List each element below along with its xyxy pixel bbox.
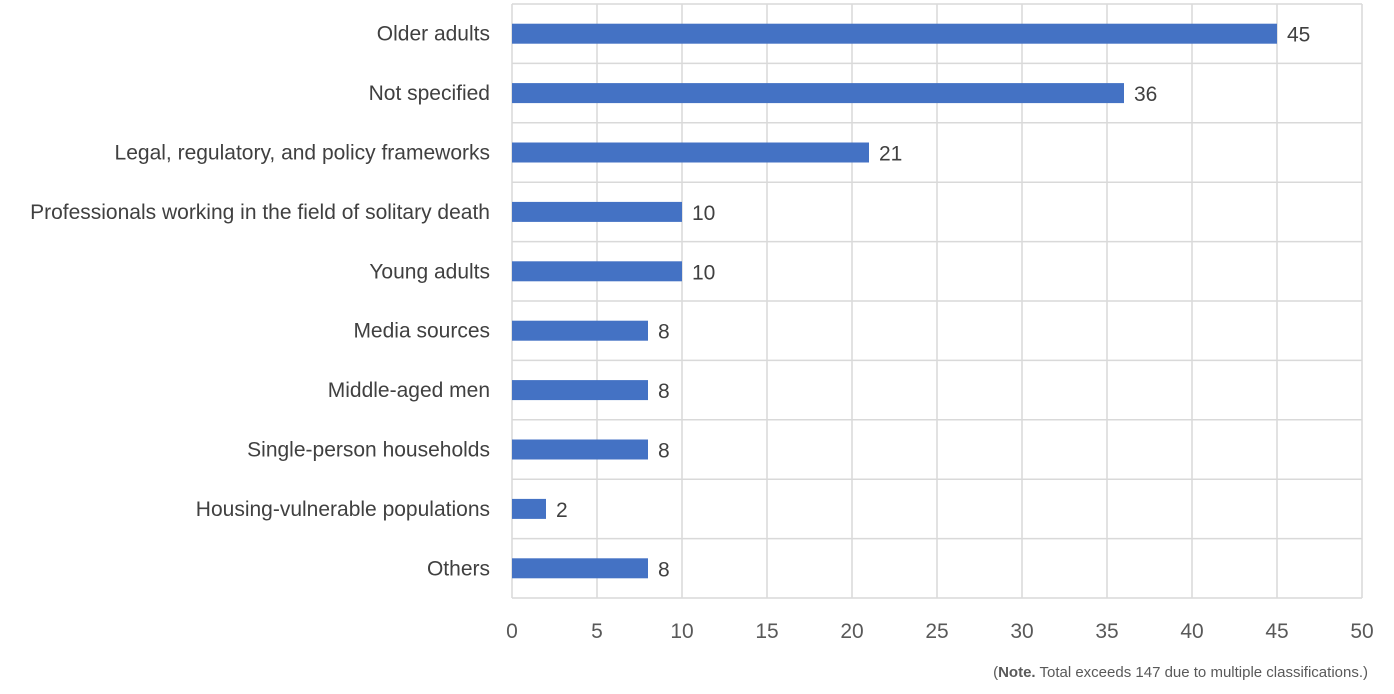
- category-label: Middle-aged men: [328, 379, 490, 402]
- value-label: 2: [556, 499, 568, 522]
- category-label: Older adults: [377, 23, 490, 46]
- category-label: Legal, regulatory, and policy frameworks: [115, 142, 490, 165]
- bar: [512, 439, 648, 460]
- value-label: 21: [879, 143, 902, 166]
- bar: [512, 558, 648, 579]
- category-label: Others: [427, 557, 490, 580]
- x-tick-label: 0: [506, 620, 518, 643]
- bar: [512, 83, 1124, 104]
- value-label: 45: [1287, 24, 1310, 47]
- chart-note: (Note. Total exceeds 147 due to multiple…: [993, 664, 1368, 681]
- x-tick-label: 5: [591, 620, 603, 643]
- bar: [512, 261, 682, 282]
- category-label: Housing-vulnerable populations: [196, 498, 490, 521]
- x-tick-label: 20: [840, 620, 863, 643]
- category-label: Not specified: [369, 82, 490, 105]
- x-tick-label: 50: [1350, 620, 1373, 643]
- note-bold-label: Note.: [998, 664, 1036, 681]
- bar-chart: Older adults Not specified Legal, regulato…: [30, 3, 1374, 643]
- category-labels: Older adults Not specified Legal, regulato…: [30, 23, 490, 581]
- bars: [512, 23, 1277, 579]
- x-tick-label: 25: [925, 620, 948, 643]
- category-label: Professionals working in the field of so…: [30, 201, 490, 224]
- bar: [512, 142, 869, 163]
- x-tick-label: 45: [1265, 620, 1288, 643]
- value-label: 10: [692, 261, 715, 284]
- x-tick-label: 30: [1010, 620, 1033, 643]
- x-tick-label: 40: [1180, 620, 1203, 643]
- value-label: 8: [658, 321, 670, 344]
- value-label: 8: [658, 558, 670, 581]
- category-label: Single-person households: [247, 439, 490, 462]
- bar: [512, 498, 546, 519]
- bar: [512, 380, 648, 401]
- bar: [512, 23, 1277, 44]
- x-axis-tick-labels: 0 5 10 15 20 25 30 35 40 45 50: [506, 620, 1374, 643]
- value-label: 8: [658, 440, 670, 463]
- category-label: Young adults: [369, 260, 490, 283]
- bar: [512, 201, 682, 222]
- x-tick-label: 35: [1095, 620, 1118, 643]
- x-tick-label: 15: [755, 620, 778, 643]
- x-tick-label: 10: [670, 620, 693, 643]
- value-label: 8: [658, 380, 670, 403]
- value-label: 10: [692, 202, 715, 225]
- bar: [512, 320, 648, 341]
- value-label: 36: [1134, 83, 1157, 106]
- category-label: Media sources: [353, 320, 490, 343]
- value-labels: 45 36 21 10 10 8 8 8 2 8: [556, 24, 1310, 582]
